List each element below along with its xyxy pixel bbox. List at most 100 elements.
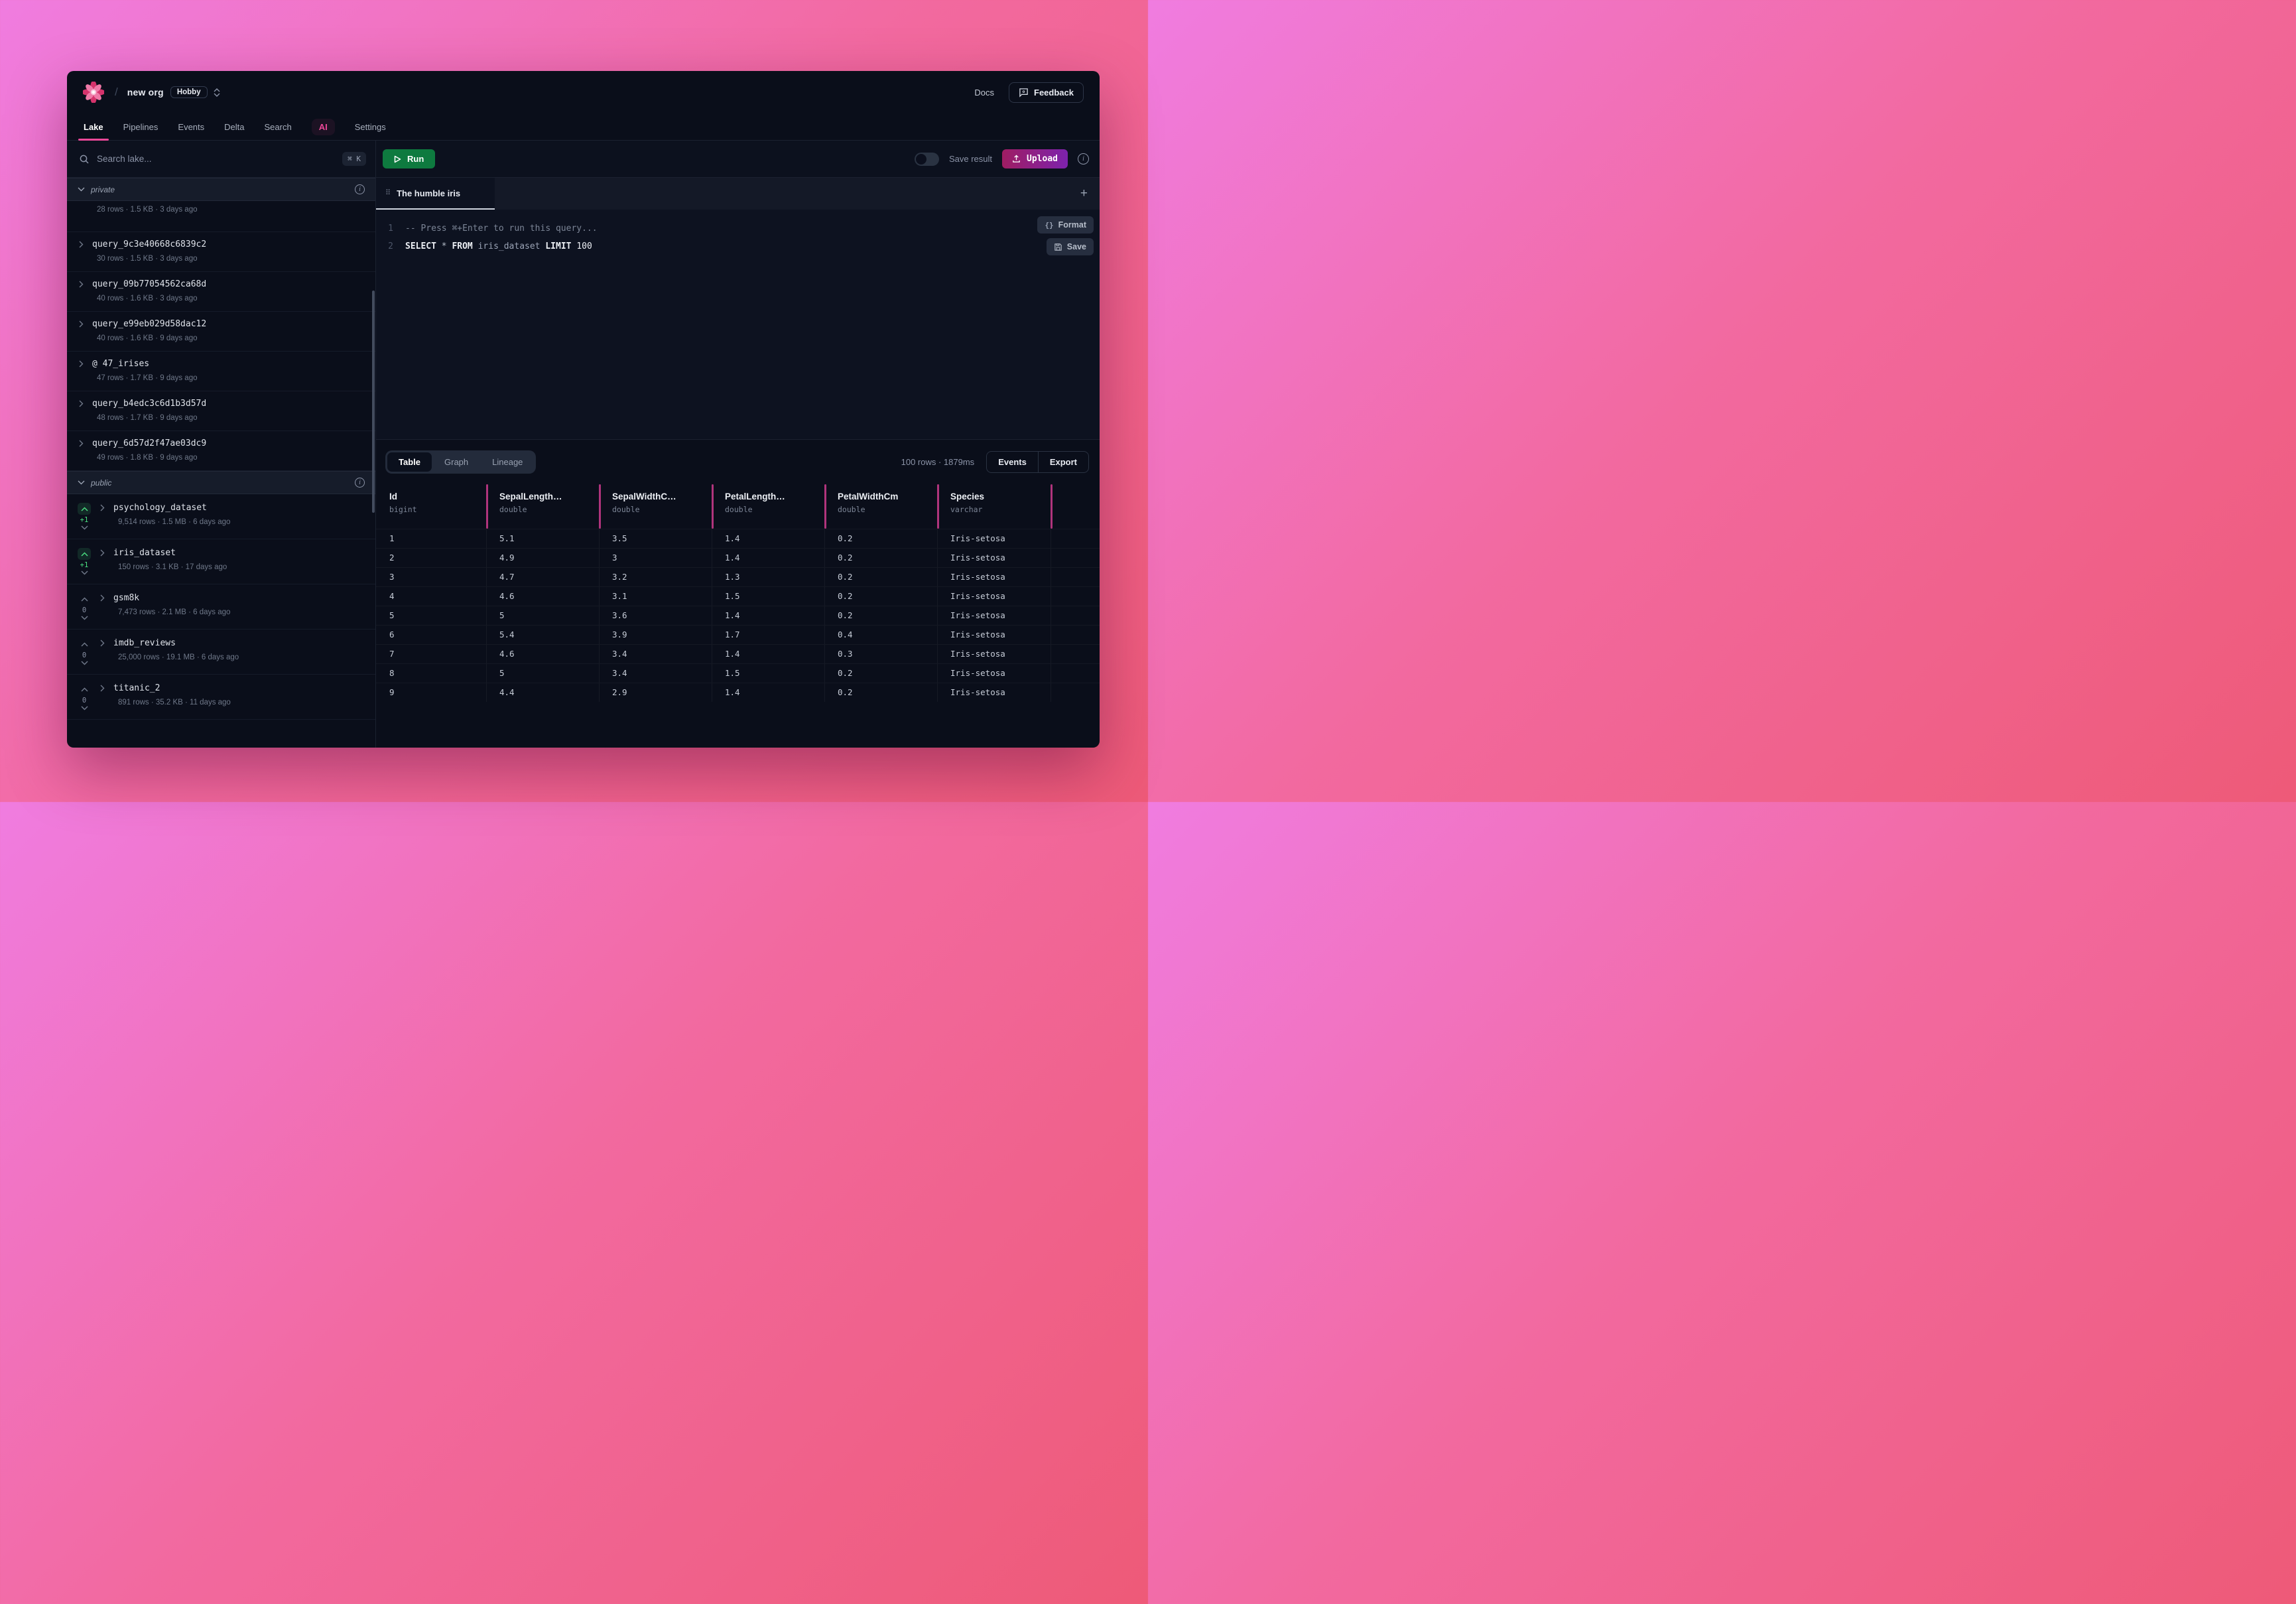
list-item-dataset[interactable]: 0 imdb_reviews 25,000 rows · bbox=[67, 630, 375, 675]
list-item-dataset[interactable]: +1 iris_dataset 150 rows · 3 bbox=[67, 539, 375, 584]
column-resize-handle[interactable] bbox=[824, 484, 826, 529]
chevron-right-icon[interactable] bbox=[100, 594, 105, 602]
list-item-query[interactable]: @ 47_irises 47 rows · 1.7 KB · 9 days ag… bbox=[67, 352, 375, 391]
chevron-right-icon[interactable] bbox=[79, 241, 84, 248]
results-view-tab[interactable]: Graph bbox=[433, 452, 479, 472]
sidebar-scroll-area[interactable]: private i query_eeead409ee1ea122 28 rows… bbox=[67, 178, 375, 748]
column-resize-handle[interactable] bbox=[1051, 484, 1052, 529]
list-item-query[interactable]: query_b4edc3c6d1b3d57d 48 rows · 1.7 KB … bbox=[67, 391, 375, 431]
org-name[interactable]: new org bbox=[127, 87, 164, 98]
chevron-right-icon[interactable] bbox=[79, 320, 84, 328]
feedback-button[interactable]: Feedback bbox=[1009, 82, 1084, 103]
column-resize-handle[interactable] bbox=[937, 484, 939, 529]
sidebar-scrollbar-thumb[interactable] bbox=[372, 291, 375, 513]
cell-id: 1 bbox=[389, 533, 395, 543]
list-item-query[interactable]: query_6d57d2f47ae03dc9 49 rows · 1.8 KB … bbox=[67, 431, 375, 471]
table-row[interactable]: 3 4.7 3.2 1.3 0.2 Iris-setosa bbox=[376, 567, 1100, 586]
upload-button[interactable]: Upload bbox=[1002, 149, 1068, 168]
downvote-button[interactable] bbox=[80, 616, 88, 620]
docs-link[interactable]: Docs bbox=[974, 87, 995, 98]
table-column-header[interactable]: PetalLength… double bbox=[712, 484, 824, 529]
section-header-public[interactable]: public i bbox=[67, 471, 375, 494]
list-item-dataset[interactable]: 0 gsm8k 7,473 rows · 2.1 MB bbox=[67, 584, 375, 630]
vote-widget: +1 bbox=[76, 548, 92, 575]
table-row[interactable]: 2 4.9 3 1.4 0.2 Iris-setosa bbox=[376, 547, 1100, 567]
nav-tab[interactable]: Search bbox=[265, 113, 292, 140]
drag-grip-icon[interactable]: ⠿ bbox=[385, 188, 391, 197]
chevron-down-icon bbox=[78, 480, 85, 485]
list-item-query[interactable]: query_9c3e40668c6839c2 30 rows · 1.5 KB … bbox=[67, 232, 375, 272]
nav-tab[interactable]: Events bbox=[178, 113, 204, 140]
table-row[interactable]: 8 5 3.4 1.5 0.2 Iris-setosa bbox=[376, 663, 1100, 683]
chevron-right-icon[interactable] bbox=[100, 549, 105, 557]
chevron-right-icon[interactable] bbox=[79, 440, 84, 447]
save-result-toggle[interactable] bbox=[914, 152, 939, 166]
vote-widget: 0 bbox=[76, 638, 92, 665]
nav-tab[interactable]: Settings bbox=[355, 113, 386, 140]
results-view-tab[interactable]: Table bbox=[387, 452, 432, 472]
list-item-query[interactable]: query_e99eb029d58dac12 40 rows · 1.6 KB … bbox=[67, 312, 375, 352]
section-header-private[interactable]: private i bbox=[67, 178, 375, 201]
downvote-button[interactable] bbox=[80, 661, 88, 665]
info-icon[interactable]: i bbox=[355, 184, 365, 194]
list-item-query[interactable]: query_09b77054562ca68d 40 rows · 1.6 KB … bbox=[67, 272, 375, 312]
dataset-name: gsm8k bbox=[113, 593, 140, 603]
table-column-header[interactable]: Species varchar bbox=[937, 484, 1051, 529]
save-button[interactable]: Save bbox=[1046, 238, 1094, 255]
nav-tab[interactable]: Pipelines bbox=[123, 113, 159, 140]
list-item-dataset[interactable]: 0 titanic_2 891 rows · 35.2 bbox=[67, 675, 375, 720]
column-resize-handle[interactable] bbox=[599, 484, 601, 529]
format-button[interactable]: {} Format bbox=[1037, 216, 1094, 234]
table-column-header[interactable]: SepalLength… double bbox=[486, 484, 599, 529]
list-item-dataset[interactable]: +1 psychology_dataset 9,514 ro bbox=[67, 494, 375, 539]
nav-tab[interactable]: Delta bbox=[224, 113, 244, 140]
downvote-button[interactable] bbox=[80, 706, 88, 710]
table-row[interactable]: 1 5.1 3.5 1.4 0.2 Iris-setosa bbox=[376, 528, 1100, 548]
table-row[interactable]: 6 5.4 3.9 1.7 0.4 Iris-setosa bbox=[376, 624, 1100, 644]
primary-nav: Lake Pipelines Events Delta Search bbox=[67, 113, 1100, 141]
app-header: / new org Hobby Docs Feedback bbox=[67, 71, 1100, 113]
export-button[interactable]: Export bbox=[1037, 451, 1088, 472]
upvote-button[interactable] bbox=[78, 638, 91, 650]
upvote-button[interactable] bbox=[78, 548, 91, 560]
column-resize-handle[interactable] bbox=[486, 484, 488, 529]
chevron-right-icon[interactable] bbox=[100, 639, 105, 647]
chevron-right-icon[interactable] bbox=[79, 281, 84, 288]
chevron-right-icon[interactable] bbox=[100, 504, 105, 511]
upvote-button[interactable] bbox=[78, 593, 91, 605]
downvote-button[interactable] bbox=[80, 525, 88, 530]
table-row[interactable]: 4 4.6 3.1 1.5 0.2 Iris-setosa bbox=[376, 586, 1100, 606]
cell-species: Iris-setosa bbox=[937, 644, 1051, 663]
query-tab-active[interactable]: ⠿ The humble iris bbox=[376, 178, 495, 210]
table-row[interactable]: 7 4.6 3.4 1.4 0.3 Iris-setosa bbox=[376, 643, 1100, 663]
table-row[interactable]: 5 5 3.6 1.4 0.2 Iris-setosa bbox=[376, 605, 1100, 625]
cell-species: Iris-setosa bbox=[937, 606, 1051, 625]
table-row[interactable]: 9 4.4 2.9 1.4 0.2 Iris-setosa bbox=[376, 682, 1100, 702]
table-column-header[interactable]: SepalWidthC… double bbox=[599, 484, 712, 529]
search-input[interactable]: Search lake... ⌘ K bbox=[67, 141, 375, 178]
column-name: SepalWidthC… bbox=[612, 491, 676, 501]
run-button[interactable]: Run bbox=[383, 149, 436, 168]
chevron-right-icon[interactable] bbox=[79, 400, 84, 407]
table-column-header[interactable]: Id bigint bbox=[376, 484, 486, 529]
table-column-header[interactable]: PetalWidthCm double bbox=[824, 484, 937, 529]
column-resize-handle[interactable] bbox=[712, 484, 714, 529]
org-switcher-chevrons-icon[interactable] bbox=[214, 88, 220, 97]
upvote-button[interactable] bbox=[78, 683, 91, 695]
results-view-tab[interactable]: Lineage bbox=[481, 452, 534, 472]
sql-editor[interactable]: 1 -- Press ⌘+Enter to run this query... … bbox=[376, 210, 1100, 439]
nav-tab[interactable]: Lake bbox=[78, 113, 109, 141]
query-name: @ 47_irises bbox=[92, 359, 150, 369]
downvote-button[interactable] bbox=[80, 570, 88, 575]
info-icon[interactable]: i bbox=[1078, 153, 1089, 165]
list-item-query[interactable]: query_eeead409ee1ea122 28 rows · 1.5 KB … bbox=[67, 201, 375, 232]
chevron-right-icon[interactable] bbox=[100, 685, 105, 692]
events-button[interactable]: Events bbox=[998, 456, 1027, 467]
upvote-button[interactable] bbox=[78, 503, 91, 515]
table-body[interactable]: 1 5.1 3.5 1.4 0.2 Iris-setosa 2 4.9 3 1.… bbox=[376, 528, 1100, 748]
info-icon[interactable]: i bbox=[355, 478, 365, 488]
nav-tab-label: Delta bbox=[224, 121, 245, 132]
new-tab-button[interactable]: + bbox=[1080, 186, 1088, 200]
chevron-right-icon[interactable] bbox=[79, 360, 84, 368]
nav-tab[interactable]: AI bbox=[311, 118, 335, 135]
